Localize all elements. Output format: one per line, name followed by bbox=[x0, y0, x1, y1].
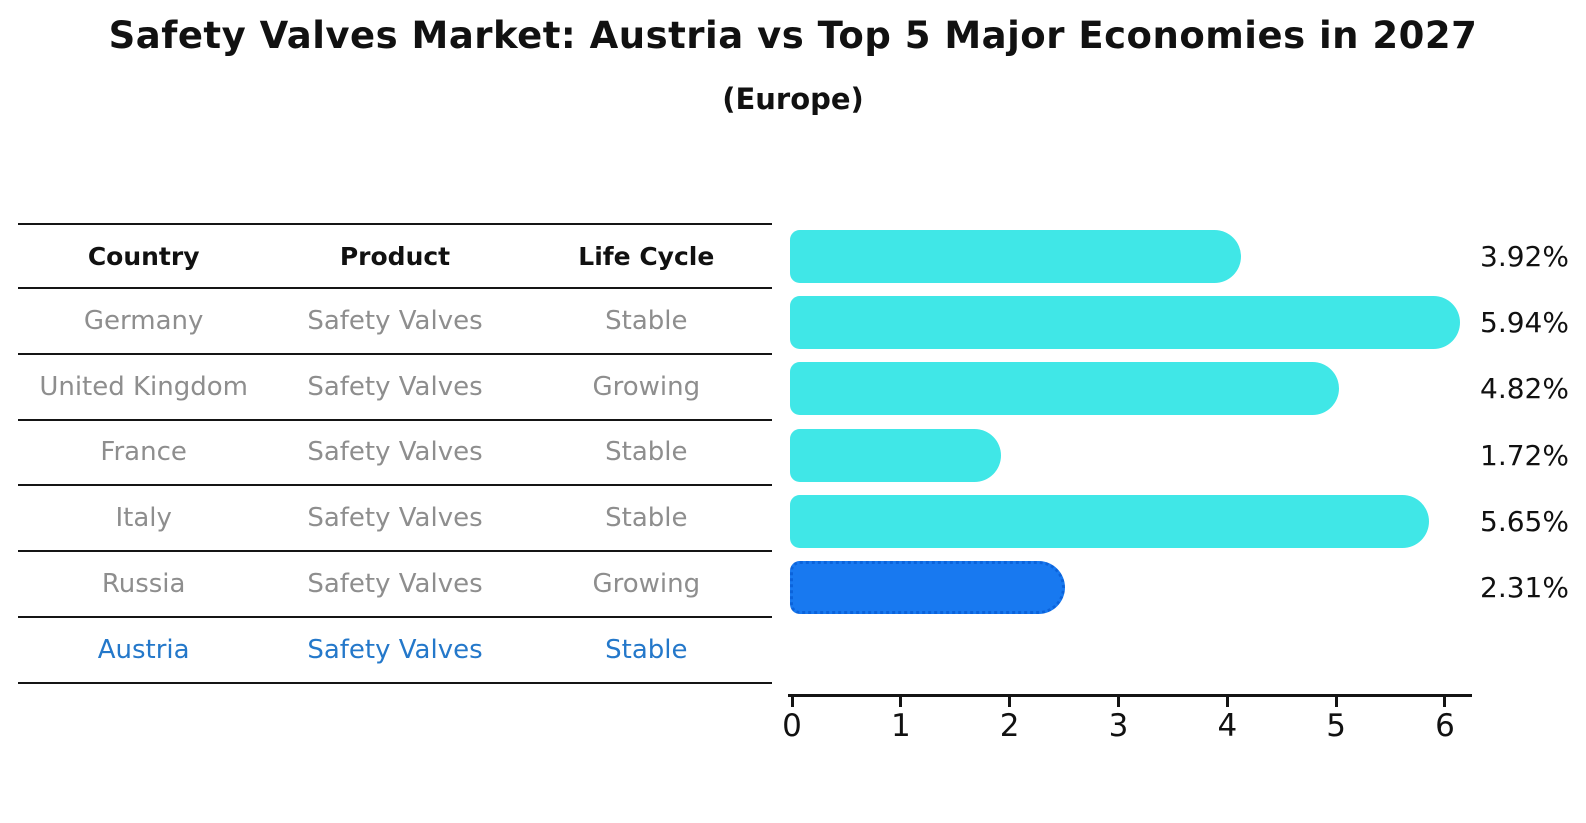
table-cell-life-cycle: Stable bbox=[605, 503, 688, 534]
x-axis-line bbox=[788, 693, 1472, 697]
table-header-product: Product bbox=[339, 241, 451, 271]
table-row-italy: Italy Safety Valves Stable bbox=[18, 486, 772, 553]
bar-austria bbox=[790, 561, 1066, 615]
x-tick-mark bbox=[1443, 696, 1447, 707]
bar-germany bbox=[790, 229, 1241, 283]
x-tick-label: 6 bbox=[1435, 708, 1455, 744]
x-tick-label: 4 bbox=[1217, 708, 1238, 744]
table-cell-product: Safety Valves bbox=[307, 305, 483, 336]
table-cell-country: Russia bbox=[101, 569, 186, 600]
x-tick-label: 1 bbox=[890, 708, 911, 744]
table-cell-product: Safety Valves bbox=[307, 634, 483, 665]
bar-value-label: 5.65% bbox=[1480, 504, 1569, 538]
bar-value-label: 3.92% bbox=[1480, 239, 1569, 273]
bar-italy bbox=[790, 428, 1002, 482]
x-tick-label: 2 bbox=[999, 708, 1020, 744]
table-row-germany: Germany Safety Valves Stable bbox=[18, 289, 772, 355]
table-cell-country: Austria bbox=[97, 634, 190, 665]
x-tick-mark bbox=[1008, 696, 1012, 707]
bar-russia bbox=[790, 494, 1429, 548]
bar-row bbox=[790, 356, 1490, 422]
bar-row bbox=[790, 555, 1490, 621]
bar-value-label: 4.82% bbox=[1480, 372, 1569, 406]
table-header-row: Country Product Life Cycle bbox=[18, 223, 772, 289]
x-tick-mark bbox=[790, 696, 794, 707]
x-tick-mark bbox=[1116, 696, 1120, 707]
table-cell-country: France bbox=[100, 437, 187, 468]
bar-row bbox=[790, 223, 1490, 289]
bar-row bbox=[790, 289, 1490, 355]
table-cell-country: Germany bbox=[83, 305, 204, 336]
table-cell-life-cycle: Stable bbox=[605, 634, 688, 665]
x-tick-mark bbox=[899, 696, 903, 707]
value-label-column: 3.92% 5.94% 4.82% 1.72% 5.65% 2.31% bbox=[1480, 223, 1586, 621]
bar-value-label: 2.31% bbox=[1480, 571, 1569, 605]
x-tick-label: 3 bbox=[1108, 708, 1129, 744]
table-header-life-cycle: Life Cycle bbox=[578, 241, 715, 271]
table-row-austria: Austria Safety Valves Stable bbox=[18, 618, 772, 684]
table-cell-life-cycle: Growing bbox=[592, 569, 701, 600]
x-tick-label: 0 bbox=[782, 708, 802, 744]
chart-subtitle: (Europe) bbox=[722, 82, 864, 116]
country-table: Country Product Life Cycle Germany Safety… bbox=[18, 223, 772, 684]
table-row-united-kingdom: United Kingdom Safety Valves Growing bbox=[18, 355, 772, 421]
bar-value-label: 5.94% bbox=[1480, 305, 1569, 339]
x-tick-mark bbox=[1225, 696, 1229, 707]
chart-title: Safety Valves Market: Austria vs Top 5 M… bbox=[108, 14, 1478, 57]
table-cell-country: Italy bbox=[115, 503, 172, 534]
bar-value-label: 1.72% bbox=[1480, 438, 1569, 472]
table-header-country: Country bbox=[87, 241, 200, 271]
table-row-france: France Safety Valves Stable bbox=[18, 421, 772, 487]
table-cell-life-cycle: Growing bbox=[592, 371, 701, 402]
table-body: Germany Safety Valves Stable United Kingdom… bbox=[18, 289, 772, 684]
bar-france bbox=[790, 362, 1339, 416]
table-cell-product: Safety Valves bbox=[307, 503, 483, 534]
table-cell-life-cycle: Stable bbox=[605, 305, 688, 336]
bar-row bbox=[790, 422, 1490, 488]
x-tick-mark bbox=[1334, 696, 1338, 707]
table-cell-product: Safety Valves bbox=[307, 437, 483, 468]
table-row-russia: Russia Safety Valves Growing bbox=[18, 552, 772, 618]
table-cell-country: United Kingdom bbox=[39, 371, 248, 402]
bar-area bbox=[790, 223, 1490, 621]
table-cell-product: Safety Valves bbox=[307, 371, 483, 402]
bar-united-kingdom bbox=[790, 295, 1461, 349]
table-cell-product: Safety Valves bbox=[307, 569, 483, 600]
bar-row bbox=[790, 488, 1490, 554]
table-cell-life-cycle: Stable bbox=[605, 437, 688, 468]
x-tick-label: 5 bbox=[1326, 708, 1346, 744]
